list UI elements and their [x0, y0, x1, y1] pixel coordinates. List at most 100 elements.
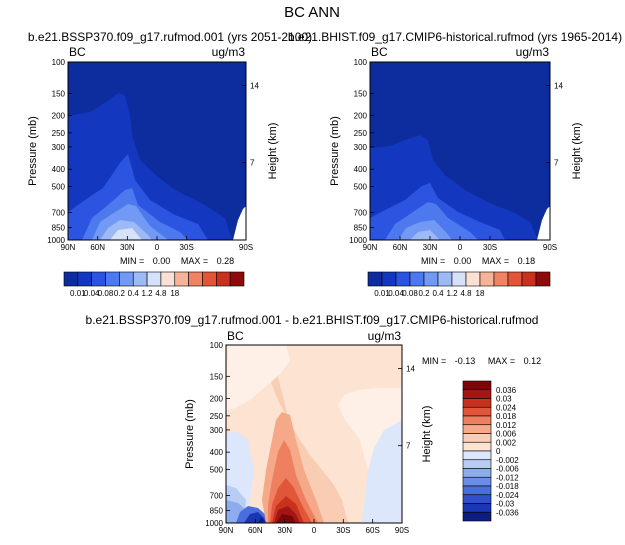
- x-tick-label: 30N: [120, 243, 135, 252]
- colorbar-label: 0.2: [418, 289, 430, 298]
- y-tick-label: 100: [354, 58, 368, 67]
- x-tick-label: 60N: [90, 243, 105, 252]
- panel-difference-minmax: MIN = -0.13 MAX = 0.12: [422, 356, 541, 366]
- figure-title: BC ANN: [284, 4, 340, 21]
- colorbar-label: -0.036: [496, 508, 519, 517]
- panel-difference-min-value: -0.13: [455, 356, 476, 366]
- colorbar-box: [479, 271, 495, 287]
- colorbar-label: 0.04: [84, 289, 100, 298]
- colorbar-label: 18: [170, 289, 179, 298]
- colorbar-box: [521, 271, 537, 287]
- colorbar-label: 0.08: [98, 289, 114, 298]
- y-tick-label: 250: [52, 129, 66, 138]
- y-tick-label: 150: [210, 372, 224, 381]
- colorbar-label: -0.012: [496, 473, 519, 482]
- right-tick-label: 7: [406, 442, 411, 451]
- colorbar-box: [462, 450, 492, 461]
- right-tick-label: 7: [554, 159, 559, 168]
- y-tick-label: 150: [52, 89, 66, 98]
- colorbar-label: 0.03: [496, 395, 512, 404]
- x-tick-label: 60N: [393, 243, 408, 252]
- panel-future-units: ug/m3: [212, 45, 246, 59]
- colorbar-label: 0.018: [496, 412, 517, 421]
- panel-future-max-label: MAX =: [181, 256, 208, 266]
- x-tick-label: 30S: [336, 526, 350, 535]
- y-tick-label: 250: [210, 412, 224, 421]
- colorbar-label: 0.006: [496, 430, 517, 439]
- colorbar-box: [367, 271, 383, 287]
- panel-future-max-value: 0.28: [217, 256, 235, 266]
- colorbar-label: 0.4: [128, 289, 140, 298]
- colorbar-label: -0.006: [496, 465, 519, 474]
- colorbar-box: [174, 271, 189, 287]
- y-tick-label: 200: [210, 395, 224, 404]
- contour-level-neg-6: [258, 517, 265, 523]
- colorbar-box: [132, 271, 148, 287]
- contour-level-4: [398, 220, 452, 240]
- colorbar-label: 0: [496, 447, 501, 456]
- x-tick-label: 30S: [483, 243, 497, 252]
- y-tick-label: 300: [210, 426, 224, 435]
- x-tick-label: 60N: [248, 526, 263, 535]
- x-tick-label: 90S: [395, 526, 409, 535]
- x-tick-label: 30S: [180, 243, 194, 252]
- panel-difference-ylabel: Pressure (mb): [184, 399, 196, 469]
- colorbar-box: [462, 424, 492, 434]
- y-tick-label: 500: [52, 182, 66, 191]
- colorbar-box: [462, 511, 492, 522]
- colorbar-box: [409, 271, 425, 287]
- contour-level-pos-7: [276, 514, 296, 523]
- y-tick-label: 850: [210, 506, 224, 515]
- y-tick-label: 700: [210, 491, 224, 500]
- colorbar-label: 0.024: [496, 403, 517, 412]
- right-tick-label: 14: [554, 81, 563, 90]
- panel-difference-title: b.e21.BSSP370.f09_g17.rufmod.001 - b.e21…: [86, 313, 539, 327]
- panel-historical: b.e21.BHIST.f09_g17.CMIP6-historical.ruf…: [288, 30, 622, 298]
- panel-difference-ylabel-right: Height (km): [421, 406, 433, 463]
- colorbar-label: 0.4: [432, 289, 444, 298]
- colorbar-box: [423, 271, 439, 287]
- colorbar-box: [119, 271, 134, 287]
- contour-level-5: [410, 230, 440, 240]
- colorbar-box: [63, 271, 79, 287]
- panel-future-ylabel-right: Height (km): [267, 123, 279, 180]
- y-tick-label: 200: [52, 112, 66, 121]
- colorbar-box: [462, 415, 492, 426]
- y-tick-label: 100: [210, 341, 224, 350]
- panel-future-min-value: 0.00: [153, 256, 171, 266]
- y-tick-label: 100: [52, 58, 66, 67]
- y-tick-label: 400: [354, 165, 368, 174]
- colorbar-label: 1.2: [142, 289, 154, 298]
- y-tick-label: 400: [52, 165, 66, 174]
- panel-historical-min-value: 0.00: [454, 256, 472, 266]
- colorbar-box: [160, 271, 176, 287]
- colorbar-label: 0.01: [374, 289, 390, 298]
- contour-level-pos-right: [338, 388, 402, 470]
- panel-difference: b.e21.BSSP370.f09_g17.rufmod.001 - b.e21…: [86, 313, 542, 535]
- colorbar-box: [188, 271, 203, 287]
- contour-level-6: [110, 228, 142, 240]
- contour-level-neg-right: [362, 420, 402, 523]
- colorbar-box: [91, 271, 106, 287]
- colorbar-label: -0.002: [496, 456, 519, 465]
- colorbar-box: [535, 271, 551, 287]
- colorbar-box: [381, 271, 397, 287]
- colorbar-box: [216, 271, 231, 287]
- x-tick-label: 90S: [543, 243, 557, 252]
- x-tick-label: 0: [312, 526, 317, 535]
- colorbar-label: -0.018: [496, 482, 519, 491]
- colorbar-label: -0.024: [496, 491, 519, 500]
- panel-difference-max-label: MAX =: [488, 356, 515, 366]
- y-tick-label: 700: [52, 208, 66, 217]
- colorbar-label: 1.2: [446, 289, 458, 298]
- y-tick-label: 1000: [205, 519, 223, 528]
- y-tick-label: 1000: [47, 236, 65, 245]
- topography-mask: [233, 206, 246, 240]
- y-tick-label: 850: [354, 223, 368, 232]
- colorbar-box: [462, 398, 492, 408]
- colorbar-box: [462, 485, 492, 496]
- panel-historical-units: ug/m3: [516, 45, 550, 59]
